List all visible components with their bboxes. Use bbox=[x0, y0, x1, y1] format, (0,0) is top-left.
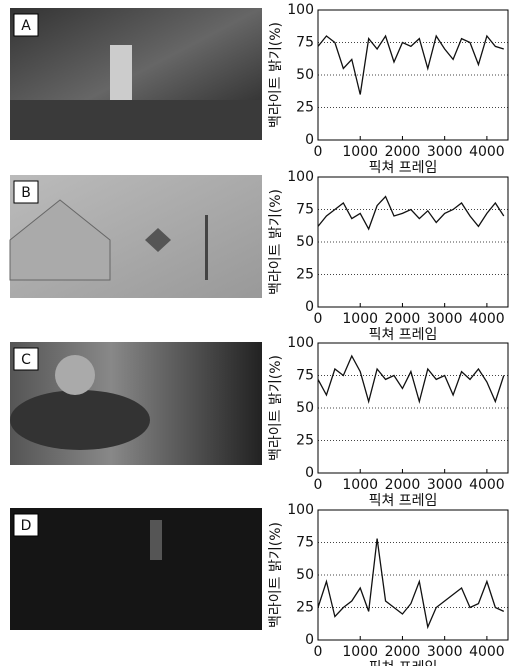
x-axis-label: 픽쳐 프레임 bbox=[369, 327, 438, 343]
y-axis-label: 백라이트 밝기(%) bbox=[268, 189, 284, 295]
panel-label: A bbox=[21, 18, 31, 34]
x-tick-label: 0 bbox=[314, 644, 323, 660]
data-line bbox=[317, 34, 504, 95]
x-tick-label: 0 bbox=[314, 477, 323, 493]
y-axis-label: 백라이트 밝기(%) bbox=[268, 522, 284, 628]
y-tick-label: 50 bbox=[296, 567, 314, 583]
x-tick-label: 1000 bbox=[342, 144, 378, 160]
photo-b bbox=[9, 175, 262, 298]
y-tick-label: 100 bbox=[287, 2, 314, 18]
panel-label-box bbox=[13, 347, 39, 371]
x-axis-label: 픽쳐 프레임 bbox=[369, 660, 438, 666]
y-tick-label: 50 bbox=[296, 67, 314, 83]
data-line bbox=[317, 195, 505, 231]
plot-frame bbox=[317, 9, 509, 141]
data-line bbox=[317, 354, 505, 404]
x-tick-label: 3000 bbox=[427, 311, 463, 327]
y-axis-label: 백라이트 밝기(%) bbox=[268, 22, 284, 128]
x-tick-label: 0 bbox=[314, 144, 323, 160]
x-axis-label: 픽쳐 프레임 bbox=[369, 160, 438, 176]
y-tick-label: 75 bbox=[296, 368, 314, 384]
data-line bbox=[317, 538, 505, 630]
photo-c bbox=[10, 342, 262, 465]
y-tick-label: 50 bbox=[296, 400, 314, 416]
plot-frame bbox=[317, 509, 509, 641]
x-tick-label: 3000 bbox=[427, 144, 463, 160]
plot-frame bbox=[317, 176, 509, 308]
x-tick-label: 4000 bbox=[469, 311, 505, 327]
panel-label: C bbox=[21, 352, 31, 368]
x-tick-label: 2000 bbox=[385, 311, 421, 327]
y-tick-label: 0 bbox=[305, 132, 314, 148]
x-axis-label: 픽쳐 프레임 bbox=[369, 493, 438, 509]
y-tick-label: 25 bbox=[296, 100, 314, 116]
panel-label: B bbox=[21, 185, 31, 201]
y-tick-label: 75 bbox=[296, 202, 314, 218]
x-tick-label: 4000 bbox=[469, 144, 505, 160]
y-tick-label: 25 bbox=[296, 267, 314, 283]
photo-d bbox=[10, 508, 262, 630]
y-tick-label: 0 bbox=[305, 299, 314, 315]
y-tick-label: 100 bbox=[287, 335, 314, 351]
y-tick-label: 0 bbox=[305, 632, 314, 648]
y-tick-label: 25 bbox=[296, 600, 314, 616]
x-tick-label: 3000 bbox=[427, 477, 463, 493]
panel-label: D bbox=[21, 518, 32, 534]
y-tick-label: 25 bbox=[296, 433, 314, 449]
x-tick-label: 1000 bbox=[342, 477, 378, 493]
x-tick-label: 1000 bbox=[342, 311, 378, 327]
x-tick-label: 4000 bbox=[469, 477, 505, 493]
y-axis-label: 백라이트 밝기(%) bbox=[268, 355, 284, 461]
y-tick-label: 75 bbox=[296, 535, 314, 551]
y-tick-label: 75 bbox=[296, 35, 314, 51]
x-tick-label: 4000 bbox=[469, 644, 505, 660]
panel-label-box bbox=[13, 180, 39, 204]
photo-a bbox=[10, 8, 262, 140]
panel-label-box bbox=[13, 13, 39, 37]
y-tick-label: 50 bbox=[296, 234, 314, 250]
y-tick-label: 100 bbox=[287, 502, 314, 518]
y-tick-label: 100 bbox=[287, 169, 314, 185]
x-tick-label: 2000 bbox=[385, 144, 421, 160]
x-tick-label: 2000 bbox=[385, 477, 421, 493]
y-tick-label: 0 bbox=[305, 465, 314, 481]
x-tick-label: 0 bbox=[314, 311, 323, 327]
panel-label-box bbox=[13, 513, 39, 537]
plot-frame bbox=[317, 342, 509, 474]
x-tick-label: 2000 bbox=[385, 644, 421, 660]
x-tick-label: 1000 bbox=[342, 644, 378, 660]
x-tick-label: 3000 bbox=[427, 644, 463, 660]
